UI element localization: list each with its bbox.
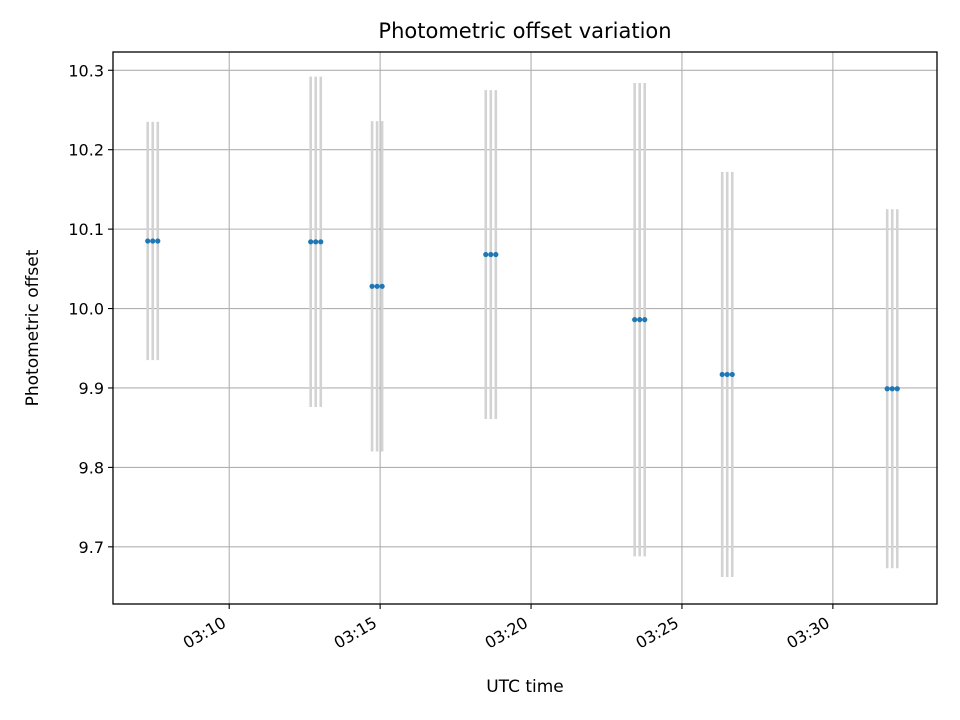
y-tick-label: 10.3 [68,61,104,80]
data-point [374,283,380,289]
data-point [729,371,735,378]
y-axis-ticks: 9.7 9.8 9.9 10.0 10.1 10.2 10.3 [68,61,113,557]
data-point [150,238,156,244]
y-axis-label: Photometric offset [23,249,43,406]
y-tick-label: 10.0 [68,300,104,319]
data-point [483,251,489,258]
x-axis-label: UTC time [486,677,564,697]
data-point [318,239,324,245]
data-point [145,238,151,244]
data-point [313,239,319,245]
grid [113,52,937,604]
plot-frame [112,51,938,605]
y-tick-label: 9.8 [79,458,104,477]
data-point [894,386,900,392]
chart-title: Photometric offset variation [378,19,671,43]
y-tick-label: 10.1 [68,220,104,239]
data-point [308,239,314,245]
data-point [724,371,730,378]
data-points [145,238,900,392]
y-tick-label: 9.9 [79,379,104,398]
data-point [632,317,638,323]
y-tick-label: 9.7 [79,538,104,557]
data-point [884,386,890,392]
data-point [637,317,643,323]
data-point [642,317,648,323]
y-tick-label: 10.2 [68,141,104,160]
data-point [493,251,499,258]
data-point [379,283,385,289]
data-point [488,251,494,258]
data-point [155,238,161,244]
data-point [369,283,375,289]
data-point [719,371,725,378]
data-point [889,386,895,392]
